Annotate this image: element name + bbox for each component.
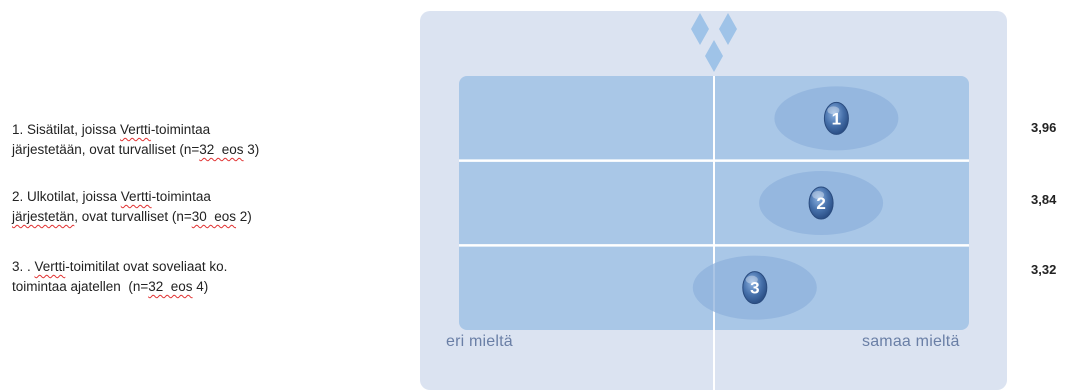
text-fragment: 2) [236, 209, 252, 224]
statement-1-line-1: 1. Sisätilat, joissa Vertti-toimintaa [12, 120, 412, 140]
marker-2 [808, 186, 834, 220]
statement-3-line-1: 3. . Vertti-toimitilat ovat soveliaat ko… [12, 257, 412, 277]
marker-highlight-1 [827, 106, 840, 115]
marker-label-3: 3 [750, 279, 759, 298]
marker-1 [823, 101, 849, 135]
text-fragment: järjestetän [12, 209, 75, 224]
text-fragment: 32 eos [199, 142, 244, 157]
statement-2: 2. Ulkotilat, joissa Vertti-toimintaa jä… [12, 187, 412, 227]
statement-1-line-2: järjestetään, ovat turvalliset (n=32 eos… [12, 140, 412, 160]
text-fragment: 3. . [12, 259, 35, 274]
text-fragment: 4) [192, 279, 209, 294]
axis-min-label: eri mieltä [446, 333, 513, 350]
rows-layer: 1 2 3 [459, 76, 969, 390]
statement-3-line-2: toimintaa ajatellen (n=32 eos 4) [12, 277, 412, 297]
marker-label-2: 2 [816, 194, 825, 213]
text-fragment: -toimintaa [151, 189, 211, 204]
value-label-2: 3,84 [1031, 192, 1057, 207]
statement-1: 1. Sisätilat, joissa Vertti-toimintaa jä… [12, 120, 412, 160]
value-label-3: 3,32 [1031, 262, 1057, 277]
statement-3: 3. . Vertti-toimitilat ovat soveliaat ko… [12, 257, 412, 297]
marker-label-1: 1 [832, 109, 841, 128]
text-fragment: 1. Sisätilat, joissa [12, 122, 121, 137]
text-fragment: toimintaa ajatellen (n= [12, 279, 149, 294]
statement-2-line-2: järjestetän, ovat turvalliset (n=30 eos … [12, 207, 412, 227]
text-fragment: 32 eos [148, 279, 193, 294]
text-fragment: järjestetään, ovat turvalliset (n= [12, 142, 200, 157]
diamond-cluster-icon [691, 13, 737, 72]
text-fragment: -toimitilat ovat soveliaat ko. [65, 259, 228, 274]
marker-3 [742, 271, 768, 305]
text-fragment: Vertti [120, 189, 152, 204]
text-fragment: 2. Ulkotilat, joissa [12, 189, 121, 204]
marker-highlight-3 [745, 275, 758, 284]
text-fragment: -toimintaa [150, 122, 211, 137]
value-label-1: 3,96 [1031, 120, 1057, 135]
statement-2-line-1: 2. Ulkotilat, joissa Vertti-toimintaa [12, 187, 412, 207]
text-fragment: 30 eos [191, 209, 237, 224]
text-fragment: , ovat turvalliset (n= [74, 209, 192, 224]
text-fragment: Vertti [34, 259, 66, 274]
text-fragment: 3) [243, 142, 260, 157]
axis-max-label: samaa mieltä [862, 333, 960, 350]
text-fragment: Vertti [120, 122, 151, 137]
marker-highlight-2 [812, 191, 825, 199]
